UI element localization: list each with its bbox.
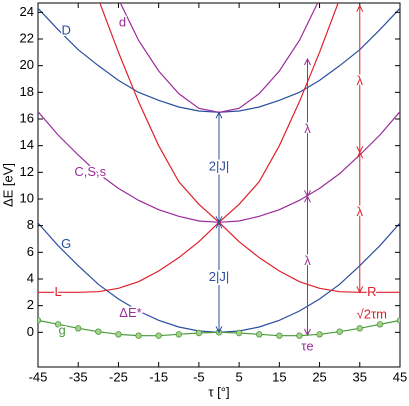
- y-tick-label: 4: [27, 270, 34, 285]
- y-tick-label: 8: [27, 217, 34, 232]
- annotation: λ: [304, 121, 311, 136]
- x-tick-label: -15: [149, 369, 168, 384]
- point: [336, 328, 343, 335]
- y-tick-label: 14: [20, 137, 34, 152]
- annotation: λ: [357, 73, 364, 88]
- x-tick-label: -35: [69, 369, 88, 384]
- point: [38, 317, 42, 324]
- annotation: √2τm: [357, 306, 387, 321]
- point: [296, 332, 303, 339]
- curve: [38, 3, 339, 293]
- curve: [99, 3, 400, 293]
- point: [316, 331, 323, 338]
- series-label: d: [119, 14, 126, 29]
- annotation: 2|J|: [209, 269, 229, 284]
- y-tick-label: 20: [20, 57, 34, 72]
- y-tick-label: 22: [20, 30, 34, 45]
- point: [256, 331, 263, 338]
- y-axis-title: ΔE [eV]: [0, 163, 15, 207]
- series-label: C,S,s: [74, 164, 106, 179]
- point: [54, 321, 62, 328]
- curve: [38, 7, 400, 113]
- y-tick-label: 24: [20, 4, 34, 19]
- series-label: D: [61, 22, 70, 37]
- arrow-head: [215, 216, 223, 224]
- point: [75, 325, 82, 332]
- series-label: g: [59, 322, 66, 337]
- arrow-head: [304, 57, 311, 66]
- arrow-head: [304, 190, 311, 198]
- point: [155, 332, 162, 339]
- x-tick-label: -45: [29, 369, 48, 384]
- point: [135, 332, 142, 339]
- point: [95, 328, 102, 335]
- curve: [119, 3, 319, 113]
- arrow-head: [215, 111, 223, 119]
- plot-frame: [37, 2, 401, 368]
- series-label: G: [61, 236, 71, 251]
- y-tick-label: 0: [27, 324, 34, 339]
- point: [115, 331, 122, 338]
- x-tick-label: -5: [193, 369, 205, 384]
- annotation: τe: [301, 338, 313, 353]
- y-tick-label: 16: [20, 110, 34, 125]
- y-tick-label: 10: [20, 190, 34, 205]
- x-tick-label: -25: [109, 369, 128, 384]
- series-label: R: [367, 284, 376, 299]
- y-tick-label: 18: [20, 84, 34, 99]
- y-tick-label: 2: [27, 297, 34, 312]
- point: [235, 329, 243, 337]
- annotation: λ: [357, 204, 364, 219]
- x-tick-label: 45: [393, 369, 407, 384]
- y-tick-label: 12: [20, 164, 34, 179]
- x-tick-label: 25: [312, 369, 326, 384]
- arrow-head: [356, 146, 364, 154]
- x-axis-title: τ [°]: [208, 384, 229, 399]
- annotation: ΔE*: [119, 305, 141, 320]
- point: [195, 329, 203, 337]
- x-tick-label: 35: [353, 369, 367, 384]
- x-tick-label: 15: [272, 369, 286, 384]
- point: [276, 332, 283, 339]
- y-tick-label: 6: [27, 244, 34, 259]
- x-tick-label: 5: [235, 369, 242, 384]
- point: [396, 317, 400, 324]
- annotation: 2|J|: [209, 158, 229, 173]
- point: [175, 331, 182, 338]
- arrow-head: [356, 286, 364, 294]
- plot-area: [38, 3, 400, 339]
- point: [356, 325, 363, 332]
- series-label: L: [54, 284, 61, 299]
- arrow-head: [356, 4, 364, 12]
- arrow-head: [304, 328, 311, 337]
- point: [376, 321, 384, 328]
- arrow-head: [215, 326, 223, 334]
- annotation: λ: [304, 253, 311, 268]
